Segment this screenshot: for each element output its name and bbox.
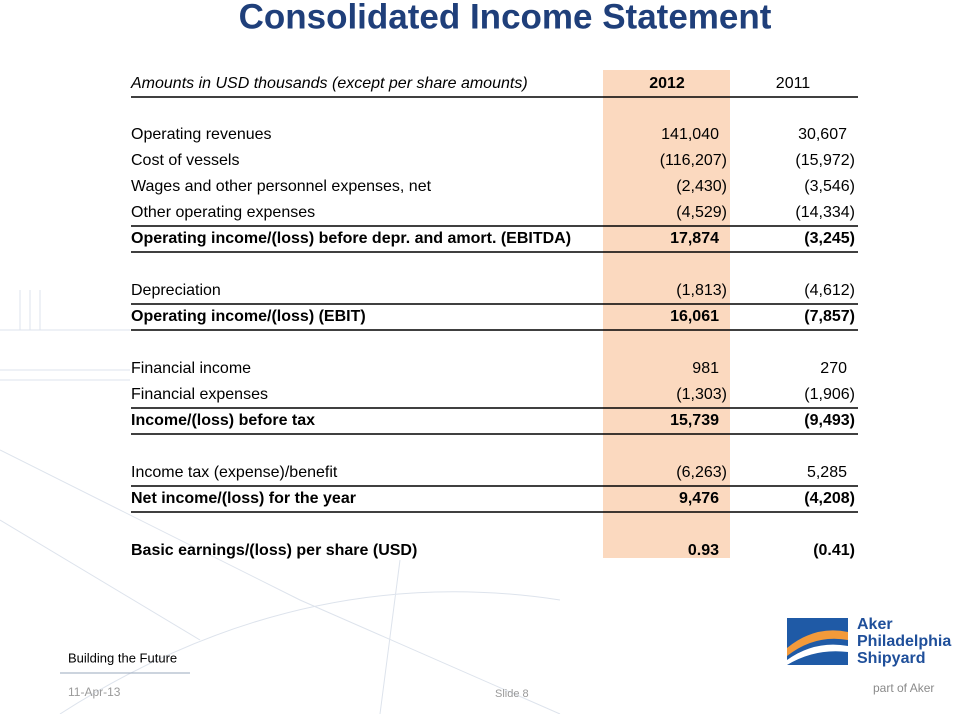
header-label: Amounts in USD thousands (except per sha… [130, 75, 528, 92]
row-label: Other operating expenses [131, 204, 315, 221]
row-label: Financial expenses [131, 386, 268, 403]
row-2011: 5,285 [807, 464, 847, 481]
row-2012: (116,207) [660, 152, 727, 169]
total-row-2011: (3,245) [804, 230, 855, 247]
tagline: Building the Future [68, 650, 177, 665]
row-label: Operating revenues [131, 126, 272, 143]
total-row-2011: (7,857) [804, 308, 855, 325]
logo-text: Shipyard [857, 650, 925, 667]
total-row-2012: 9,476 [679, 490, 719, 507]
total-row-label: Basic earnings/(loss) per share (USD) [131, 542, 417, 559]
total-row-2012: 0.93 [688, 542, 719, 559]
total-row-2012: 16,061 [670, 308, 719, 325]
background-drawing [0, 290, 561, 714]
total-row-label: Net income/(loss) for the year [131, 490, 356, 507]
logo-text: Aker [857, 616, 893, 633]
row-label: Financial income [131, 360, 251, 377]
total-row-label: Operating income/(loss) (EBIT) [131, 308, 366, 325]
row-label: Wages and other personnel expenses, net [131, 178, 432, 195]
slide-number: Slide 8 [495, 688, 529, 700]
row-2011: (4,612) [804, 282, 855, 299]
date: 11-Apr-13 [68, 685, 121, 699]
total-row-label: Income/(loss) before tax [131, 412, 315, 429]
parent-company: part of Aker [873, 681, 934, 695]
total-row-label: Operating income/(loss) before depr. and… [131, 230, 571, 247]
total-row-2012: 17,874 [670, 230, 719, 247]
row-2011: (15,972) [795, 152, 855, 169]
row-2011: 270 [820, 360, 847, 377]
row-2012: (1,813) [676, 282, 727, 299]
slide-title: Consolidated Income Statement [239, 0, 772, 36]
row-2012: (6,263) [676, 464, 727, 481]
total-row-2011: (0.41) [813, 542, 855, 559]
row-label: Cost of vessels [131, 152, 239, 169]
row-label: Income tax (expense)/benefit [131, 464, 338, 481]
logo-wave [787, 644, 848, 665]
row-2012: 141,040 [661, 126, 719, 143]
total-row-2011: (9,493) [804, 412, 855, 429]
header-2012: 2012 [649, 75, 685, 92]
row-2011: (3,546) [804, 178, 855, 195]
row-label: Depreciation [131, 282, 221, 299]
logo-text: Philadelphia [857, 633, 951, 650]
logo-wave [787, 630, 848, 656]
total-row-2012: 15,739 [670, 412, 719, 429]
total-row-2011: (4,208) [804, 490, 855, 507]
row-2011: (14,334) [795, 204, 855, 221]
highlight-column [603, 70, 730, 558]
row-2012: (1,303) [676, 386, 727, 403]
row-2012: (4,529) [676, 204, 727, 221]
row-2011: 30,607 [798, 126, 847, 143]
row-2012: (2,430) [676, 178, 727, 195]
row-2011: (1,906) [804, 386, 855, 403]
row-2012: 981 [692, 360, 719, 377]
header-2011: 2011 [776, 75, 811, 92]
